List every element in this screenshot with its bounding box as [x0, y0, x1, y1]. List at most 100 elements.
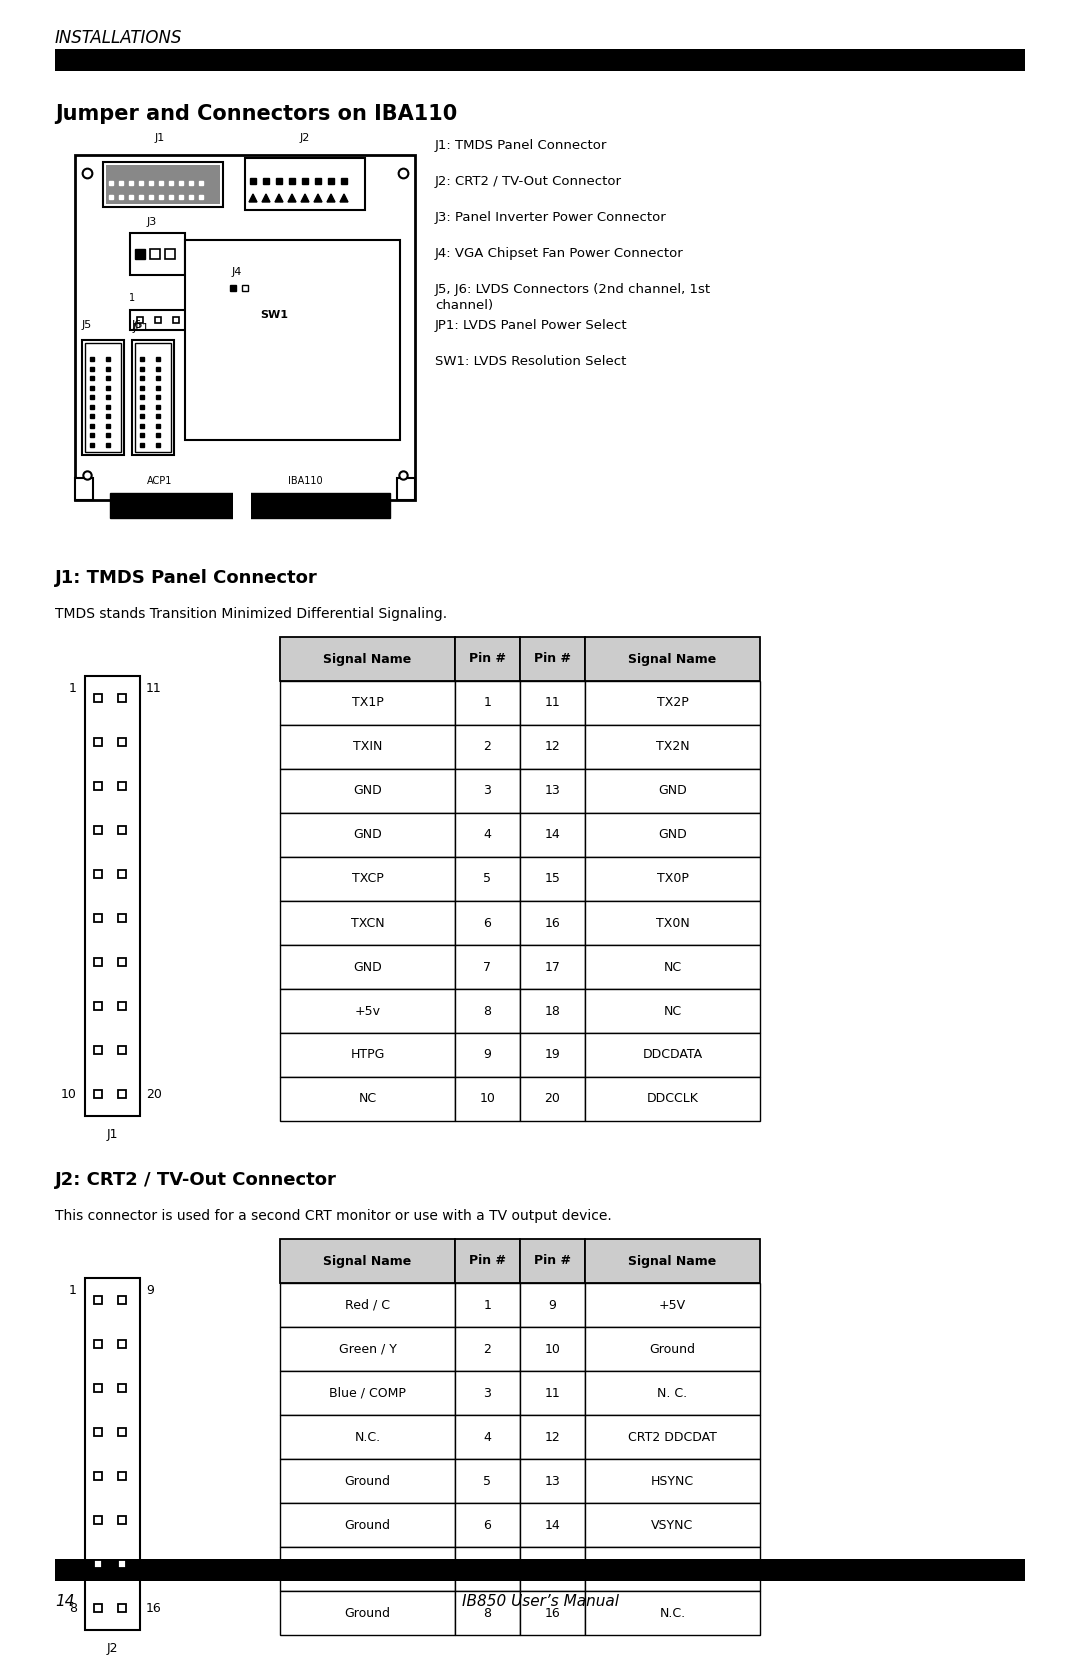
Polygon shape [275, 194, 283, 202]
Text: VSYNC: VSYNC [651, 1519, 693, 1532]
Bar [585, 1327, 760, 1370]
Bar [280, 1547, 455, 1591]
Text: 10: 10 [480, 1093, 496, 1105]
Text: 18: 18 [544, 1005, 561, 1018]
Bar [519, 1370, 585, 1415]
Polygon shape [327, 194, 335, 202]
Text: 13: 13 [544, 784, 561, 798]
Bar [455, 1283, 519, 1327]
Text: 3: 3 [484, 1387, 491, 1400]
Text: 20: 20 [544, 1093, 561, 1105]
Bar [455, 1459, 519, 1504]
Bar [280, 1327, 455, 1370]
Text: Signal Name: Signal Name [629, 653, 717, 666]
Text: 16: 16 [544, 1607, 561, 1619]
Text: SW1: LVDS Resolution Select: SW1: LVDS Resolution Select [435, 355, 626, 367]
Text: NC: NC [359, 1093, 377, 1105]
Bar [455, 990, 519, 1033]
Text: Pin #: Pin # [534, 653, 571, 666]
Bar [291, 325, 301, 366]
Polygon shape [262, 194, 270, 202]
Text: J1: J1 [107, 1128, 118, 1142]
Bar [280, 1238, 455, 1283]
Text: IB850 User’s Manual: IB850 User’s Manual [461, 1594, 619, 1609]
Text: 5: 5 [484, 1474, 491, 1487]
Text: GND: GND [353, 828, 382, 841]
Bar [455, 1327, 519, 1370]
Text: 10: 10 [62, 1088, 77, 1100]
Text: J4: VGA Chipset Fan Power Connector: J4: VGA Chipset Fan Power Connector [435, 247, 684, 260]
Bar [455, 1504, 519, 1547]
Bar [585, 638, 760, 681]
Text: J2: CRT2 / TV-Out Connector: J2: CRT2 / TV-Out Connector [55, 1172, 337, 1188]
Bar [110, 492, 390, 517]
Text: TX2P: TX2P [657, 696, 688, 709]
Text: 16: 16 [146, 1602, 162, 1614]
Bar [585, 1504, 760, 1547]
Text: 19: 19 [544, 1048, 561, 1061]
Bar [455, 813, 519, 856]
Bar [519, 1077, 585, 1122]
Bar [130, 310, 188, 330]
Text: 3: 3 [484, 784, 491, 798]
Bar [519, 1033, 585, 1077]
Bar [82, 340, 124, 456]
Bar [455, 856, 519, 901]
Text: SW1: SW1 [260, 310, 288, 320]
Bar [519, 945, 585, 990]
Text: GND: GND [353, 960, 382, 973]
Text: 1: 1 [69, 681, 77, 694]
Text: CRT2 DDCDAT: CRT2 DDCDAT [629, 1430, 717, 1444]
Text: Blue / COMP: Blue / COMP [329, 1387, 406, 1400]
Text: +5v: +5v [354, 1005, 380, 1018]
Text: 17: 17 [544, 960, 561, 973]
Bar [280, 990, 455, 1033]
Bar [519, 990, 585, 1033]
Text: Pin #: Pin # [469, 1255, 507, 1267]
Bar [103, 162, 222, 207]
Text: 15: 15 [544, 1562, 561, 1576]
Bar [585, 1591, 760, 1636]
Bar [280, 945, 455, 990]
Bar [455, 1591, 519, 1636]
Bar [262, 325, 273, 345]
Text: HSYNC: HSYNC [651, 1474, 694, 1487]
Bar [280, 1370, 455, 1415]
Text: Ground: Ground [649, 1342, 696, 1355]
Bar [519, 681, 585, 724]
Text: GND: GND [658, 828, 687, 841]
Text: N.C.: N.C. [354, 1430, 380, 1444]
Bar [585, 901, 760, 945]
Bar [585, 681, 760, 724]
Text: 7: 7 [484, 960, 491, 973]
Bar [519, 1327, 585, 1370]
Bar [519, 1238, 585, 1283]
Text: 14: 14 [544, 1519, 561, 1532]
Polygon shape [288, 194, 296, 202]
Text: CRT2 DDCCLK: CRT2 DDCCLK [629, 1562, 716, 1576]
Text: 15: 15 [544, 873, 561, 886]
Text: 1: 1 [484, 1298, 491, 1312]
Text: J2: J2 [107, 1642, 118, 1656]
Text: 6: 6 [484, 916, 491, 930]
Bar [280, 638, 455, 681]
Bar [455, 945, 519, 990]
Bar [585, 945, 760, 990]
Bar [130, 234, 185, 275]
Bar [585, 1077, 760, 1122]
Polygon shape [249, 194, 257, 202]
Text: TX2N: TX2N [656, 741, 689, 753]
Bar [280, 856, 455, 901]
Text: J1: TMDS Panel Connector: J1: TMDS Panel Connector [55, 569, 318, 587]
Bar [303, 325, 315, 366]
Text: 12: 12 [544, 741, 561, 753]
Text: 1: 1 [129, 294, 135, 304]
Bar [55, 1559, 1025, 1581]
Bar [519, 1591, 585, 1636]
Bar [397, 477, 415, 501]
Text: J2: J2 [300, 134, 310, 144]
Text: TXIN: TXIN [353, 741, 382, 753]
Polygon shape [340, 194, 348, 202]
Text: HTPG: HTPG [350, 1048, 384, 1061]
Text: Ground: Ground [345, 1519, 391, 1532]
